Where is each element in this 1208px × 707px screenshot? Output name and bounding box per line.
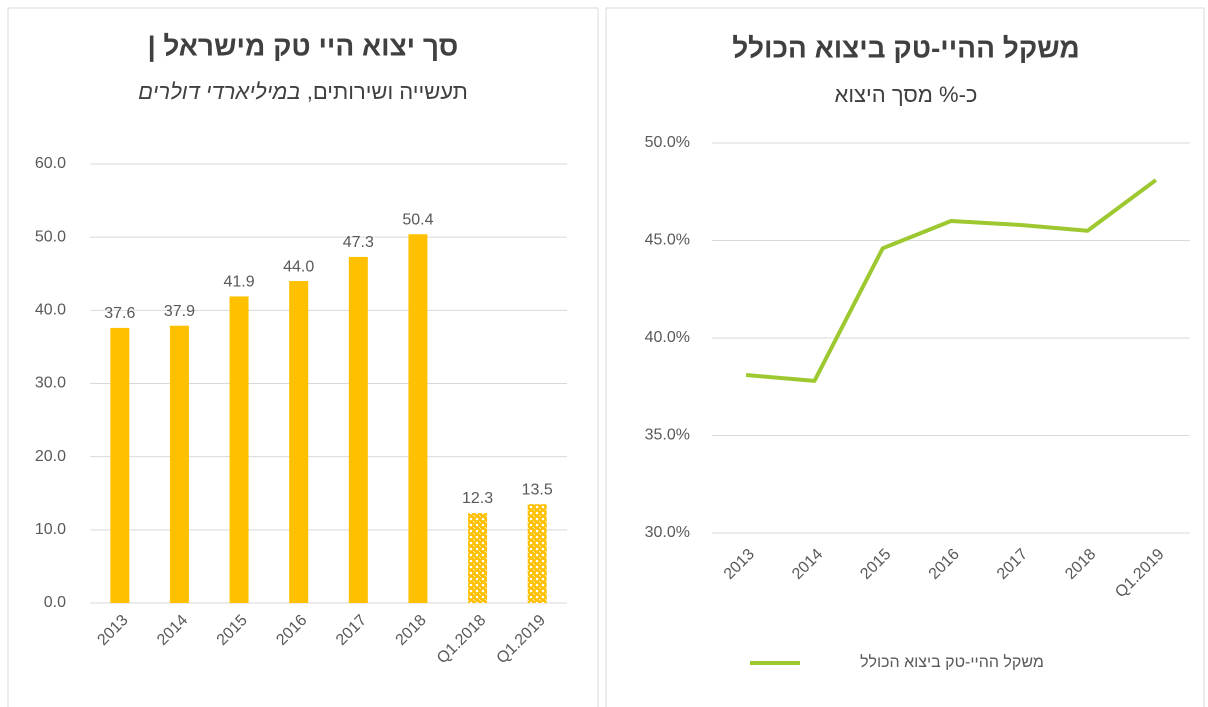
subtitle-italic: במיליארדי דולרים bbox=[138, 79, 300, 104]
bar bbox=[229, 296, 249, 603]
data-label: 44.0 bbox=[283, 258, 314, 275]
subtitle: תעשייה ושירותים, bbox=[307, 79, 468, 104]
chart-subtitle: תעשייה ושירותים, במיליארדי דולרים bbox=[138, 79, 468, 104]
chart-title: משקל ההיי-טק ביצוא הכולל bbox=[732, 32, 1079, 63]
legend-label: משקל ההיי-טק ביצוא הכולל bbox=[860, 653, 1044, 671]
data-label: 37.6 bbox=[104, 305, 135, 322]
line bbox=[745, 178, 1158, 383]
y-tick-label: 35.0% bbox=[645, 427, 690, 444]
y-tick-label: 40.0% bbox=[645, 329, 690, 346]
y-tick-label: 50.0% bbox=[645, 134, 690, 151]
chart-subtitle: כ-% מסך היצוא bbox=[835, 82, 978, 107]
data-label: 37.9 bbox=[164, 303, 195, 320]
bar bbox=[527, 504, 547, 603]
y-tick-label: 0.0 bbox=[44, 594, 66, 611]
y-tick-label: 30.0% bbox=[645, 524, 690, 541]
data-label: 12.3 bbox=[462, 490, 493, 507]
y-tick-label: 20.0 bbox=[35, 448, 66, 465]
y-tick-label: 30.0 bbox=[35, 375, 66, 392]
data-label: 47.3 bbox=[343, 234, 374, 251]
bar bbox=[110, 327, 130, 603]
bar bbox=[169, 325, 189, 603]
y-tick-label: 50.0 bbox=[35, 228, 66, 245]
y-tick-label: 60.0 bbox=[35, 155, 66, 172]
y-tick-label: 45.0% bbox=[645, 232, 690, 249]
data-label: 50.4 bbox=[402, 211, 433, 228]
data-label: 41.9 bbox=[223, 274, 254, 291]
bar bbox=[289, 281, 309, 603]
bar bbox=[408, 234, 428, 604]
y-tick-label: 40.0 bbox=[35, 302, 66, 319]
data-label: 13.5 bbox=[522, 481, 553, 498]
y-tick-label: 10.0 bbox=[35, 521, 66, 538]
bar bbox=[348, 256, 368, 603]
panel-right bbox=[605, 7, 1205, 707]
chart-title: סך יצוא היי טק מישראל | bbox=[148, 30, 459, 61]
bar bbox=[468, 513, 488, 603]
